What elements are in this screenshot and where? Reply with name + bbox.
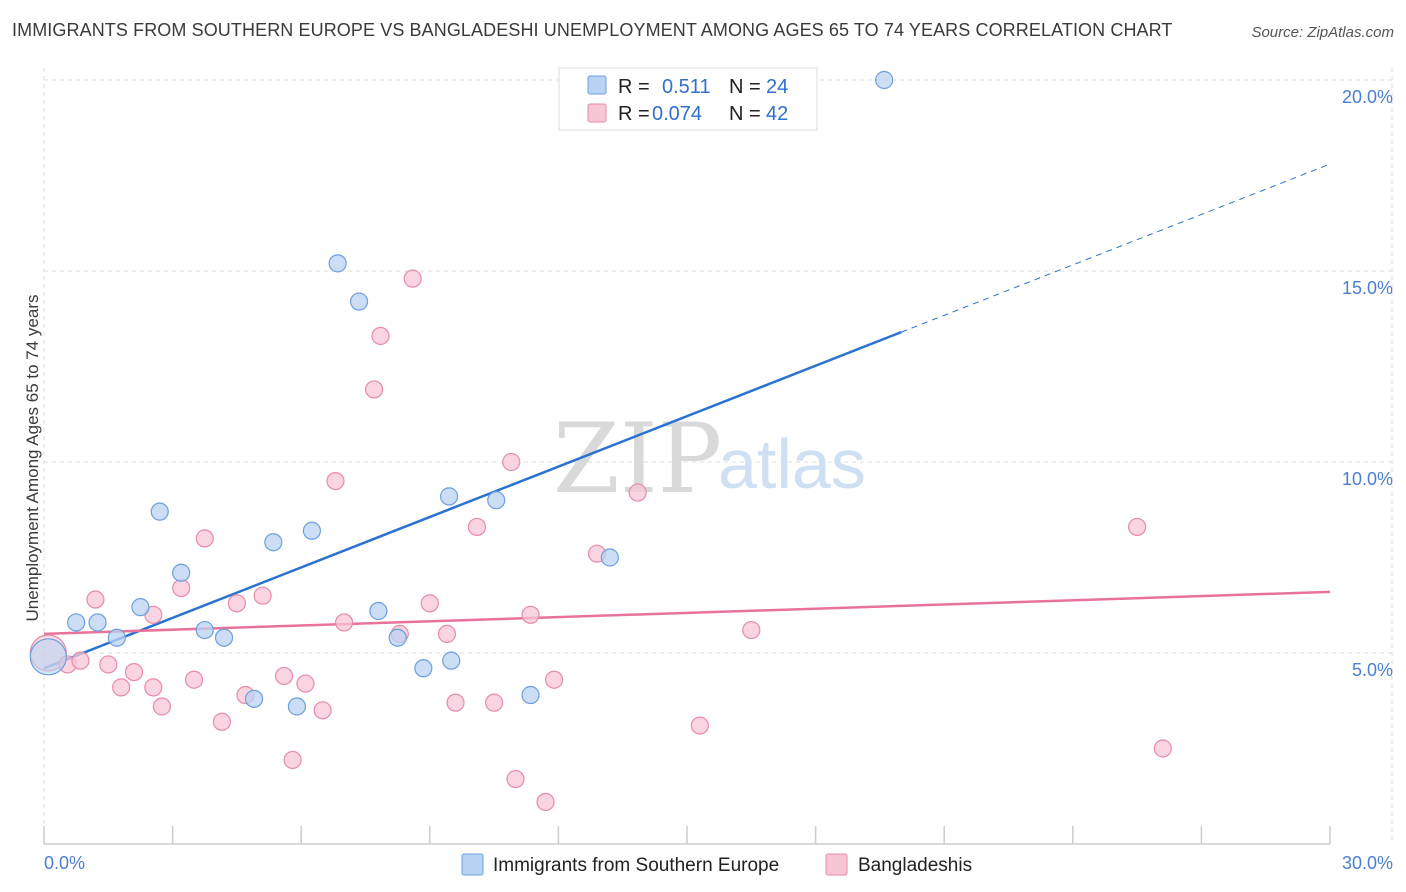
point-bangladeshis-26 <box>403 269 422 288</box>
point-southern-europe-18 <box>439 487 459 506</box>
point-southern-europe-22 <box>600 548 619 567</box>
x-tick-label-min: 0.0% <box>44 853 85 873</box>
point-bangladeshis-12 <box>195 529 214 548</box>
watermark-atlas: atlas <box>718 425 866 503</box>
y-tick-label-10: 10.0% <box>1342 469 1393 489</box>
watermark: ZIP atlas <box>553 403 866 515</box>
point-southern-europe-16 <box>388 628 407 647</box>
legend-swatch-blue <box>587 75 607 95</box>
bottom-legend-label-pink: Bangladeshis <box>858 855 972 876</box>
y-tick-label-15: 15.0% <box>1342 278 1393 298</box>
point-bangladeshis-9 <box>152 697 171 716</box>
trend-line-southern-europe-extrapolated <box>901 163 1331 333</box>
y-axis-label: Unemployment Among Ages 65 to 74 years <box>23 295 42 622</box>
stats-legend: R = 0.511 N = 24 R = 0.074 N = 42 <box>558 67 818 131</box>
legend-n-label-2: N = <box>729 103 761 125</box>
point-bangladeshis-18 <box>283 750 302 770</box>
point-southern-europe-20 <box>487 491 506 510</box>
legend-r-value-2: 0.074 <box>652 103 702 125</box>
point-bangladeshis-27 <box>420 594 439 613</box>
point-bangladeshis-40 <box>742 620 761 640</box>
source-credit: Source: ZipAtlas.com <box>1251 24 1394 41</box>
point-southern-europe-0 <box>29 638 67 676</box>
legend-r-value-1: 0.511 <box>662 76 711 98</box>
point-bangladeshis-17 <box>274 666 294 686</box>
y-axis-tick-labels: 5.0% 10.0% 15.0% 20.0% <box>1342 87 1393 680</box>
bottom-legend-label-blue: Immigrants from Southern Europe <box>493 855 779 876</box>
point-southern-europe-19 <box>442 651 461 670</box>
point-bangladeshis-5 <box>112 678 131 697</box>
point-bangladeshis-20 <box>313 701 332 720</box>
point-bangladeshis-42 <box>1153 739 1172 758</box>
point-bangladeshis-11 <box>184 670 204 689</box>
point-bangladeshis-38 <box>628 483 647 502</box>
x-tick-label-max: 30.0% <box>1342 853 1393 873</box>
legend-swatch-pink <box>587 103 607 123</box>
point-bangladeshis-13 <box>212 712 231 731</box>
point-bangladeshis-6 <box>124 662 144 682</box>
point-bangladeshis-35 <box>536 792 555 812</box>
point-bangladeshis-33 <box>506 769 525 789</box>
point-bangladeshis-32 <box>502 452 521 472</box>
point-southern-europe-3 <box>107 628 126 647</box>
y-tick-label-20: 20.0% <box>1342 87 1393 107</box>
legend-n-label-1: N = <box>729 76 761 98</box>
trend-line-bangladeshis <box>43 590 1331 636</box>
point-bangladeshis-36 <box>545 670 564 689</box>
point-bangladeshis-39 <box>690 716 709 735</box>
point-southern-europe-13 <box>328 254 347 273</box>
point-bangladeshis-41 <box>1127 517 1147 537</box>
data-points <box>29 70 1172 812</box>
point-southern-europe-12 <box>302 521 322 540</box>
point-southern-europe-11 <box>287 697 307 716</box>
gridlines <box>43 68 1393 844</box>
point-bangladeshis-14 <box>227 594 246 613</box>
bottom-legend-swatch-pink <box>825 853 848 876</box>
point-southern-europe-8 <box>214 628 234 647</box>
chart-title: IMMIGRANTS FROM SOUTHERN EUROPE VS BANGL… <box>12 20 1173 40</box>
point-bangladeshis-29 <box>446 693 465 712</box>
trend-lines <box>43 163 1331 670</box>
point-southern-europe-1 <box>67 613 86 632</box>
bottom-legend-swatch-blue <box>461 853 484 876</box>
y-tick-label-5: 5.0% <box>1352 660 1393 680</box>
point-bangladeshis-2 <box>71 651 90 670</box>
point-southern-europe-2 <box>88 613 107 632</box>
point-bangladeshis-8 <box>144 678 163 697</box>
point-bangladeshis-28 <box>437 624 457 644</box>
point-bangladeshis-34 <box>521 605 540 624</box>
point-southern-europe-21 <box>521 685 540 705</box>
point-southern-europe-6 <box>172 563 191 582</box>
x-axis-ticks <box>43 826 1331 844</box>
point-bangladeshis-30 <box>467 517 487 537</box>
point-southern-europe-7 <box>195 620 214 640</box>
point-southern-europe-4 <box>131 598 150 617</box>
point-southern-europe-15 <box>369 601 388 621</box>
point-southern-europe-5 <box>150 502 169 521</box>
point-bangladeshis-24 <box>371 326 390 346</box>
trend-line-southern-europe <box>43 330 902 670</box>
point-bangladeshis-21 <box>326 472 345 491</box>
point-bangladeshis-4 <box>99 655 118 674</box>
point-southern-europe-9 <box>244 689 264 708</box>
point-bangladeshis-23 <box>364 380 384 399</box>
point-southern-europe-10 <box>264 533 283 552</box>
point-bangladeshis-16 <box>253 586 272 605</box>
legend-n-value-1: 24 <box>766 76 788 98</box>
point-bangladeshis-31 <box>485 693 504 712</box>
legend-r-label-1: R = <box>618 76 650 98</box>
point-bangladeshis-19 <box>296 674 315 693</box>
point-bangladeshis-10 <box>172 578 191 598</box>
point-southern-europe-17 <box>414 659 433 678</box>
point-bangladeshis-3 <box>86 590 105 609</box>
point-southern-europe-23 <box>875 70 894 90</box>
series-legend: Immigrants from Southern Europe Banglade… <box>461 853 972 876</box>
point-bangladeshis-22 <box>334 613 354 632</box>
legend-r-label-2: R = <box>618 103 650 125</box>
legend-n-value-2: 42 <box>766 103 788 125</box>
point-southern-europe-14 <box>349 292 369 311</box>
